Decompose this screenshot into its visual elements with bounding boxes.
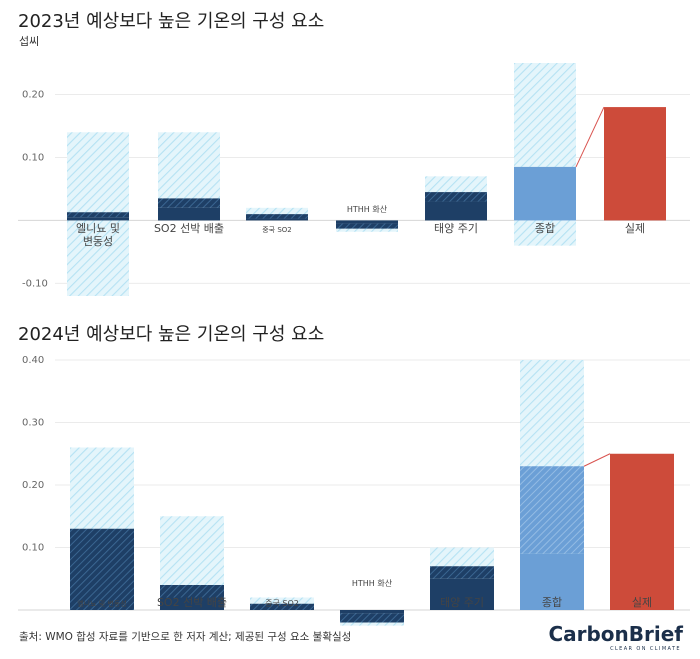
x-category-label: 종합 (535, 222, 555, 235)
chart-title: 2024년 예상보다 높은 기온의 구성 요소 (18, 324, 324, 345)
x-category-label: 실제 (632, 596, 652, 609)
bar-central (514, 166, 576, 221)
y-tick-label: 0.20 (22, 480, 44, 491)
connector-line (583, 453, 611, 467)
bar-hatched_upper (520, 466, 584, 554)
y-axis-unit: 섭씨 (19, 35, 39, 48)
chart-panel-2023: 2023년 예상보다 높은 기온의 구성 요소 섭씨 -0.10 0.10 0.20… (18, 11, 690, 296)
x-category-label: SO2 선박 배출 (157, 596, 227, 609)
bar-central (67, 217, 129, 221)
bar-central (425, 201, 487, 221)
x-category-label: 태양 주기 (440, 596, 484, 609)
bar-hatched_upper (430, 566, 494, 579)
logo-tagline: CLEAR ON CLIMATE (610, 646, 681, 652)
x-category-label: SO2 선박 배출 (154, 222, 224, 235)
x-category-label: HTHH 화산 (352, 578, 393, 588)
bar-central (604, 107, 666, 221)
x-category-label: 중국 SO2 (265, 599, 299, 608)
bar-central (160, 597, 224, 610)
y-tick-label: 0.10 (22, 152, 44, 163)
source-text: 출처: WMO 합성 자료를 기반으로 한 저자 계산; 제공된 구성 요소 불… (19, 630, 351, 643)
bar-central (610, 453, 674, 610)
bar-central (520, 553, 584, 610)
chart-panel-2024: 2024년 예상보다 높은 기온의 구성 요소 0.10 0.20 0.30 0.40… (18, 324, 690, 626)
bar-hatched_upper (425, 192, 487, 202)
bar-central (336, 220, 398, 224)
y-tick-label: 0.30 (22, 418, 44, 429)
bar-hatched_upper (158, 198, 220, 208)
chart-title: 2023년 예상보다 높은 기온의 구성 요소 (18, 11, 324, 32)
bar-hatched_upper (336, 223, 398, 229)
bar-hatched_upper (250, 603, 314, 610)
carbonbrief-logo: CarbonBrief CLEAR ON CLIMATE (548, 622, 683, 652)
x-category-label: 중국 SO2 (262, 226, 292, 234)
y-tick-label: 0.40 (22, 355, 44, 366)
bars (67, 63, 666, 296)
gridlines (55, 359, 690, 548)
x-category-label: HTHH 화산 (347, 204, 388, 214)
bar-central (430, 578, 494, 610)
bar-central (158, 207, 220, 221)
bar-hatched_upper (160, 585, 224, 598)
x-category-label: 엘니뇨 및 변동성 (77, 599, 127, 608)
bar-central (246, 218, 308, 221)
footer: 출처: WMO 합성 자료를 기반으로 한 저자 계산; 제공된 구성 요소 불… (19, 622, 683, 652)
bar-hatched_upper (340, 613, 404, 623)
x-category-label: 엘니뇨 및 변동성 (76, 222, 120, 248)
bars (70, 360, 674, 626)
logo-text: CarbonBrief (548, 622, 683, 646)
gridlines (55, 93, 690, 284)
y-tick-label: 0.20 (22, 89, 44, 100)
bar-hatched_upper (246, 214, 308, 219)
x-category-label: 종합 (542, 596, 562, 609)
x-category-label: 실제 (625, 222, 645, 235)
y-tick-label: -0.10 (22, 278, 48, 289)
connector-line (575, 106, 605, 168)
bar-hatched_upper (67, 212, 129, 218)
y-tick-label: 0.10 (22, 543, 44, 554)
bar-hatched_upper (70, 528, 134, 610)
bar-central (340, 610, 404, 614)
x-category-label: 태양 주기 (434, 222, 478, 235)
